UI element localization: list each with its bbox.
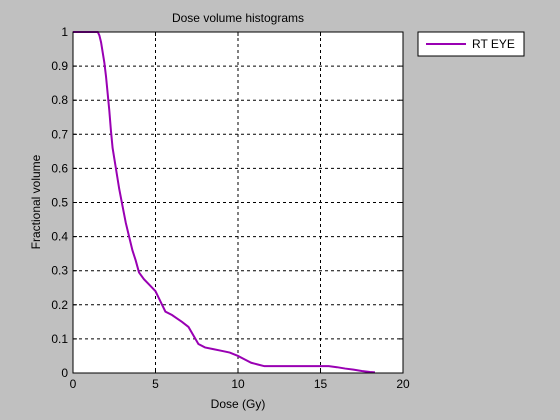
legend: RT EYE <box>417 31 525 57</box>
y-tick-label: 0.1 <box>51 332 68 346</box>
y-tick-label: 0.3 <box>51 264 68 278</box>
x-tick-label: 0 <box>70 377 77 391</box>
x-tick-label: 15 <box>314 377 328 391</box>
y-tick-label: 0.6 <box>51 161 68 175</box>
y-tick-label: 0.7 <box>51 127 68 141</box>
y-tick-label: 0 <box>61 366 68 380</box>
axis-ticks: 0 5 10 15 20 0 0.1 0.2 0.3 0.4 0.5 0.6 0.7 0.8 0.9 1 <box>51 25 410 391</box>
x-axis-label: Dose (Gy) <box>211 397 266 411</box>
y-tick-label: 0.4 <box>51 230 68 244</box>
legend-label: RT EYE <box>472 37 515 51</box>
series-line-rt-eye <box>73 31 376 374</box>
x-tick-label: 5 <box>152 377 159 391</box>
y-axis-label: Fractional volume <box>29 154 43 249</box>
y-tick-label: 0.8 <box>51 93 68 107</box>
x-tick-label: 10 <box>231 377 245 391</box>
grid-lines <box>73 32 403 373</box>
y-tick-label: 0.9 <box>51 59 68 73</box>
y-tick-label: 0.5 <box>51 196 68 210</box>
y-tick-label: 0.2 <box>51 298 68 312</box>
x-tick-label: 20 <box>396 377 410 391</box>
y-tick-label: 1 <box>61 25 68 39</box>
chart-title: Dose volume histograms <box>172 11 304 25</box>
